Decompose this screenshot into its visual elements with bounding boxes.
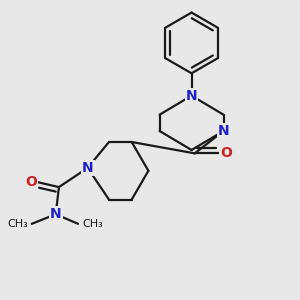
Text: CH₃: CH₃ [7,219,28,229]
Text: N: N [50,207,62,221]
Text: N: N [186,89,197,103]
Text: N: N [82,161,94,175]
Text: CH₃: CH₃ [82,219,103,229]
Text: N: N [218,124,229,138]
Text: O: O [25,175,37,189]
Text: O: O [220,146,232,161]
